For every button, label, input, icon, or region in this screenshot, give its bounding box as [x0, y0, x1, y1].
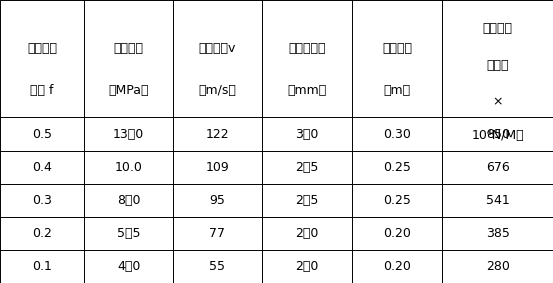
Text: 541: 541 [486, 194, 509, 207]
Text: 4．0: 4．0 [117, 260, 140, 273]
Text: （m/s）: （m/s） [199, 84, 236, 97]
Text: 系数 f: 系数 f [30, 84, 54, 97]
Text: 10⁶N/M）: 10⁶N/M） [471, 129, 524, 142]
Text: 676: 676 [486, 161, 509, 173]
Text: 2．0: 2．0 [295, 260, 319, 273]
Text: 10.0: 10.0 [115, 161, 143, 173]
Text: 0.25: 0.25 [383, 194, 411, 207]
Text: （m）: （m） [384, 84, 411, 97]
Text: 0.1: 0.1 [32, 260, 52, 273]
Text: 5．5: 5．5 [117, 227, 140, 240]
Text: 8．0: 8．0 [117, 194, 140, 207]
Text: 0.20: 0.20 [383, 260, 411, 273]
Text: 0.5: 0.5 [32, 128, 52, 140]
Text: 2．5: 2．5 [295, 161, 319, 173]
Text: 弹簧弹性: 弹簧弹性 [483, 22, 513, 35]
Text: 冲孔范围: 冲孔范围 [382, 42, 412, 55]
Text: 射流孔直径: 射流孔直径 [288, 42, 326, 55]
Text: 0.4: 0.4 [32, 161, 52, 173]
Text: 77: 77 [210, 227, 226, 240]
Text: 850: 850 [486, 128, 510, 140]
Text: 13．0: 13．0 [113, 128, 144, 140]
Text: 2．5: 2．5 [295, 194, 319, 207]
Text: 射流速度v: 射流速度v [199, 42, 236, 55]
Text: 系数（: 系数（ [487, 59, 509, 72]
Text: 0.30: 0.30 [383, 128, 411, 140]
Text: 280: 280 [486, 260, 509, 273]
Text: 0.3: 0.3 [32, 194, 52, 207]
Text: 55: 55 [210, 260, 226, 273]
Text: （MPa）: （MPa） [108, 84, 149, 97]
Text: （mm）: （mm） [287, 84, 326, 97]
Text: 0.25: 0.25 [383, 161, 411, 173]
Text: 0.20: 0.20 [383, 227, 411, 240]
Text: 109: 109 [206, 161, 229, 173]
Text: 0.2: 0.2 [32, 227, 52, 240]
Text: 95: 95 [210, 194, 225, 207]
Text: 122: 122 [206, 128, 229, 140]
Text: ×: × [492, 95, 503, 108]
Text: 385: 385 [486, 227, 509, 240]
Text: 2．0: 2．0 [295, 227, 319, 240]
Text: 煤坚固性: 煤坚固性 [27, 42, 58, 55]
Text: 3．0: 3．0 [295, 128, 319, 140]
Text: 供水水压: 供水水压 [114, 42, 144, 55]
